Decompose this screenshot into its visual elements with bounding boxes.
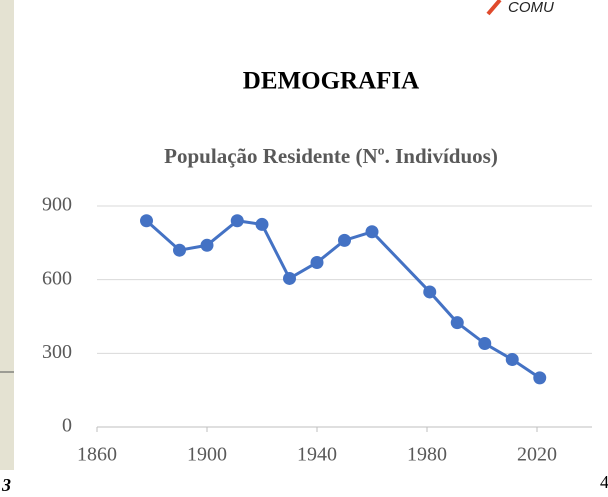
data-point: [256, 218, 269, 231]
data-point: [533, 371, 546, 384]
data-point: [140, 214, 153, 227]
data-point: [283, 272, 296, 285]
x-tick-label: 1900: [187, 444, 227, 466]
page: COMU DEMOGRAFIA População Residente (Nº.…: [0, 0, 608, 492]
data-point: [338, 234, 351, 247]
data-point: [423, 285, 436, 298]
data-point: [478, 337, 491, 350]
y-tick-label: 900: [42, 194, 72, 216]
y-tick-label: 300: [42, 341, 72, 363]
x-tick-label: 1940: [297, 444, 337, 466]
data-point: [311, 256, 324, 269]
data-point: [231, 214, 244, 227]
chart-title: População Residente (Nº. Indivíduos): [164, 144, 498, 168]
data-point: [366, 225, 379, 238]
logo-text: COMU: [508, 0, 554, 16]
heading: DEMOGRAFIA: [243, 68, 419, 95]
x-tick-label: 1980: [407, 444, 447, 466]
x-tick-label: 1860: [77, 444, 117, 466]
y-tick-label: 0: [62, 415, 72, 437]
data-point: [201, 239, 214, 252]
data-point: [451, 316, 464, 329]
data-point: [173, 244, 186, 257]
page-number: 3: [1, 475, 11, 492]
logo-mark: [488, 0, 500, 14]
photo-strip: [0, 0, 14, 470]
x-tick-label: 2020: [517, 444, 557, 466]
y-tick-label: 600: [42, 267, 72, 289]
page-number: 4: [600, 472, 608, 492]
data-point: [506, 353, 519, 366]
